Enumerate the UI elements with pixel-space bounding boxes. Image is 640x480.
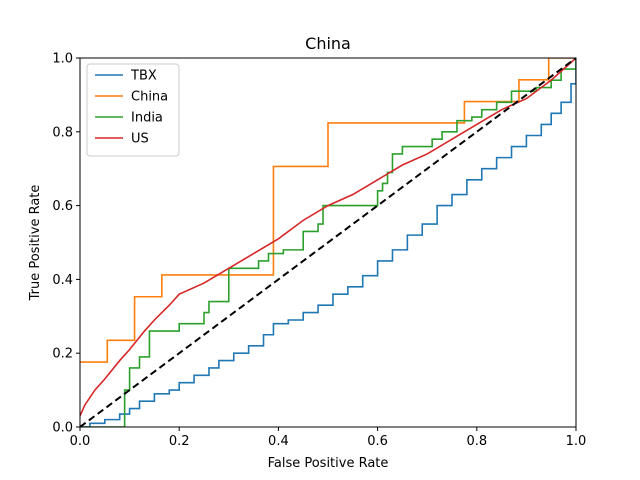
series-line-tbx [80, 58, 576, 427]
x-tick-label: 0.4 [268, 434, 289, 449]
chart-title: China [305, 34, 351, 53]
y-axis-title: True Positive Rate [28, 185, 43, 302]
x-tick-label: 0.8 [466, 434, 487, 449]
y-tick-label: 0.2 [52, 347, 73, 362]
legend-label: US [131, 132, 149, 147]
plot-frame [79, 57, 577, 428]
x-tick-label: 1.0 [566, 434, 587, 449]
x-tick-label: 0.0 [70, 434, 91, 449]
x-axis: 0.0 0.2 0.4 0.6 0.8 1.0 [70, 427, 587, 449]
legend-label: India [131, 111, 163, 126]
y-tick-label: 0.8 [52, 125, 73, 140]
x-tick-label: 0.2 [169, 434, 190, 449]
legend-box [86, 63, 180, 157]
chance-diagonal-line [80, 58, 576, 427]
x-axis-title: False Positive Rate [268, 456, 389, 471]
y-tick-label: 0.0 [52, 421, 73, 436]
y-tick-label: 1.0 [52, 52, 73, 67]
series-line-china [80, 58, 576, 363]
series-layer [80, 58, 576, 427]
series-line-india [80, 58, 576, 427]
legend-label: TBX [130, 69, 157, 84]
reference-layer [80, 58, 576, 427]
series-line-us [80, 58, 576, 417]
y-tick-label: 0.4 [52, 273, 73, 288]
y-axis: 0.0 0.2 0.4 0.6 0.8 1.0 [52, 52, 80, 436]
legend-label: China [131, 90, 168, 105]
y-tick-label: 0.6 [52, 199, 73, 214]
x-tick-label: 0.6 [367, 434, 388, 449]
legend: TBX China India US [86, 63, 180, 157]
